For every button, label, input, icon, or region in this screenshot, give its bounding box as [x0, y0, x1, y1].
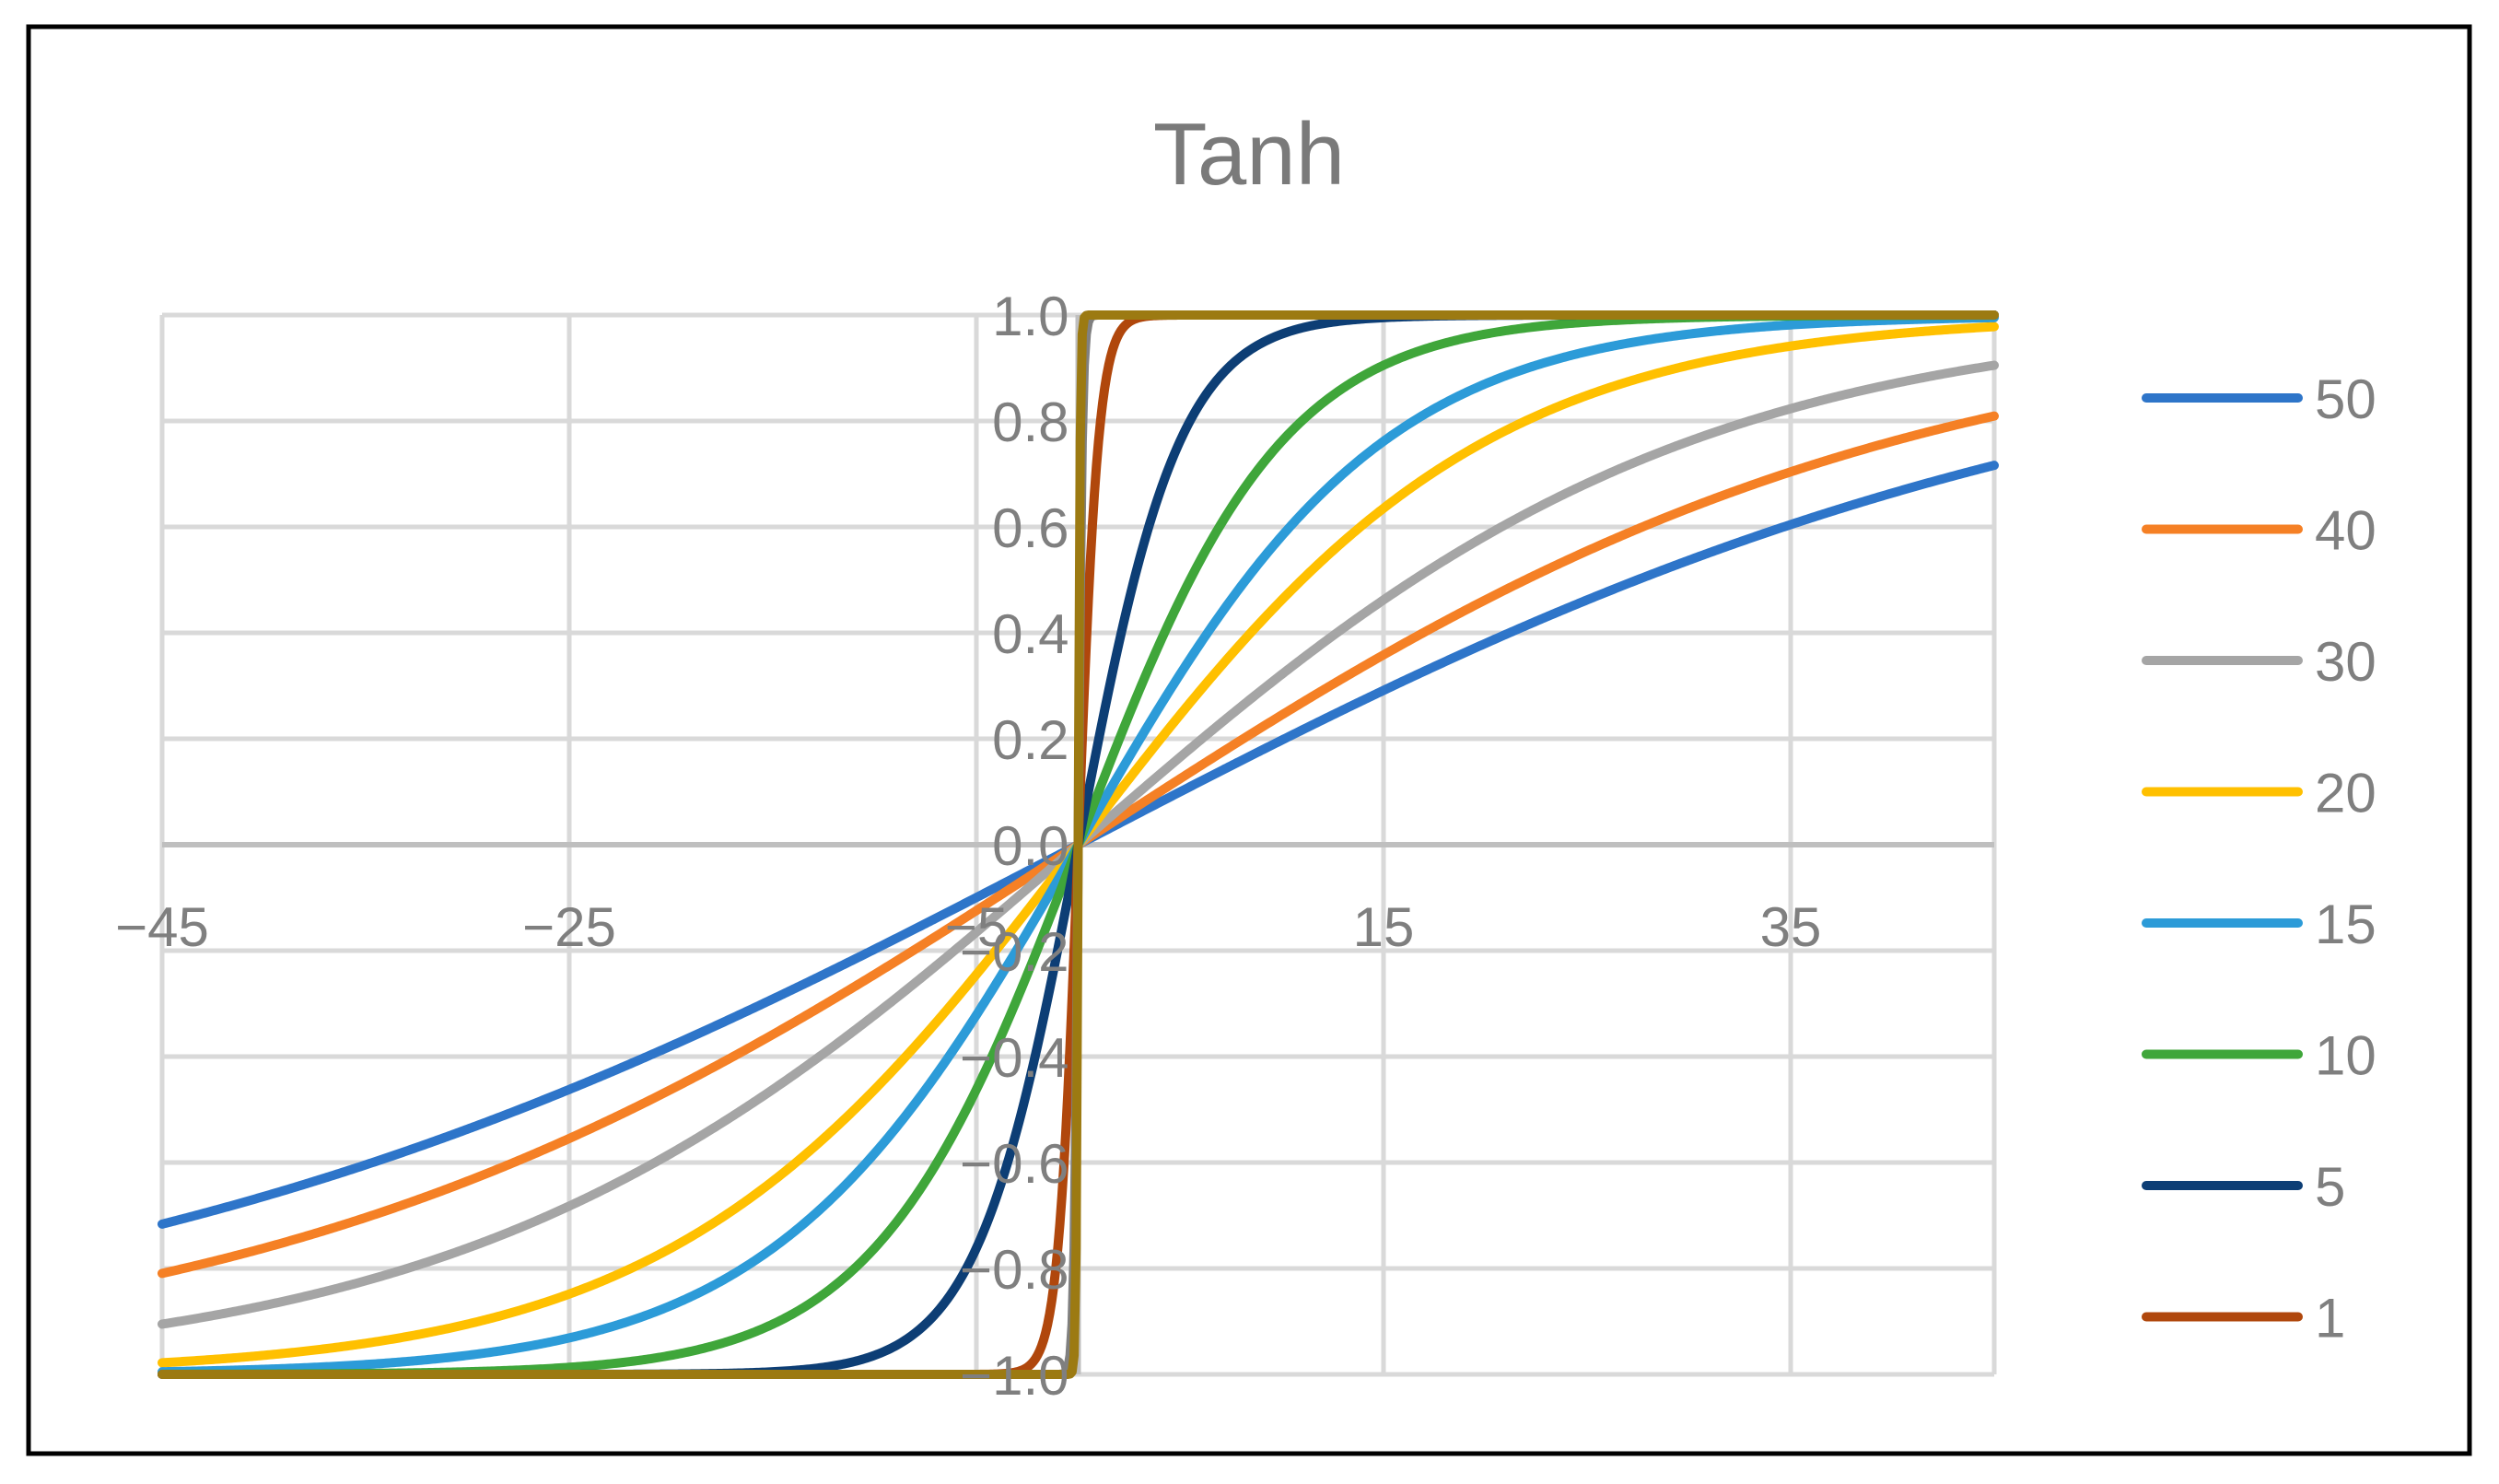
y-tick-label: 1.0	[992, 286, 1068, 347]
y-tick-label: −0.8	[960, 1239, 1068, 1301]
y-tick-label: 0.0	[992, 815, 1068, 877]
legend-item: 5	[2142, 1156, 2345, 1218]
y-tick-label: −0.6	[960, 1133, 1068, 1195]
y-tick-label: 0.4	[992, 603, 1068, 665]
x-tick-label: −5	[945, 896, 1008, 958]
chart-title: Tanh	[1153, 105, 1345, 204]
y-tick-label: −0.2	[960, 921, 1068, 983]
y-tick-label: −1.0	[960, 1345, 1068, 1407]
y-tick-label: 0.8	[992, 391, 1068, 453]
legend-label: 20	[2315, 763, 2376, 824]
x-tick-label: 35	[1760, 896, 1822, 958]
legend-item: 30	[2142, 631, 2376, 693]
legend-item: 1	[2142, 1288, 2345, 1350]
legend-label: 30	[2315, 631, 2376, 693]
legend-label: 40	[2315, 500, 2376, 562]
legend-item: 15	[2142, 894, 2376, 955]
legend-item: 10	[2142, 1025, 2376, 1087]
y-tick-label: 0.2	[992, 709, 1068, 771]
legend-item: 40	[2142, 500, 2376, 562]
legend-label: 1	[2315, 1288, 2345, 1350]
y-tick-label: −0.4	[960, 1027, 1068, 1089]
legend-item: 20	[2142, 763, 2376, 824]
tick-labels: −1.0 −0.8 −0.6 −0.4 −0.2 0.0 0.2 0.4 0.6 0.8 1.0 −4…	[115, 286, 1821, 1407]
x-tick-label: −45	[115, 896, 209, 958]
x-tick-label: −25	[522, 896, 616, 958]
legend: 50 40 30 20 15 10 5 1	[2142, 368, 2376, 1350]
legend-label: 5	[2315, 1156, 2345, 1218]
legend-label: 50	[2315, 368, 2376, 430]
x-tick-label: 15	[1353, 896, 1415, 958]
series-lines	[158, 310, 1999, 1379]
y-tick-label: 0.6	[992, 497, 1068, 559]
legend-label: 10	[2315, 1025, 2376, 1087]
legend-item: 50	[2142, 368, 2376, 430]
series-line-step-9	[158, 310, 1999, 1379]
legend-label: 15	[2315, 894, 2376, 955]
